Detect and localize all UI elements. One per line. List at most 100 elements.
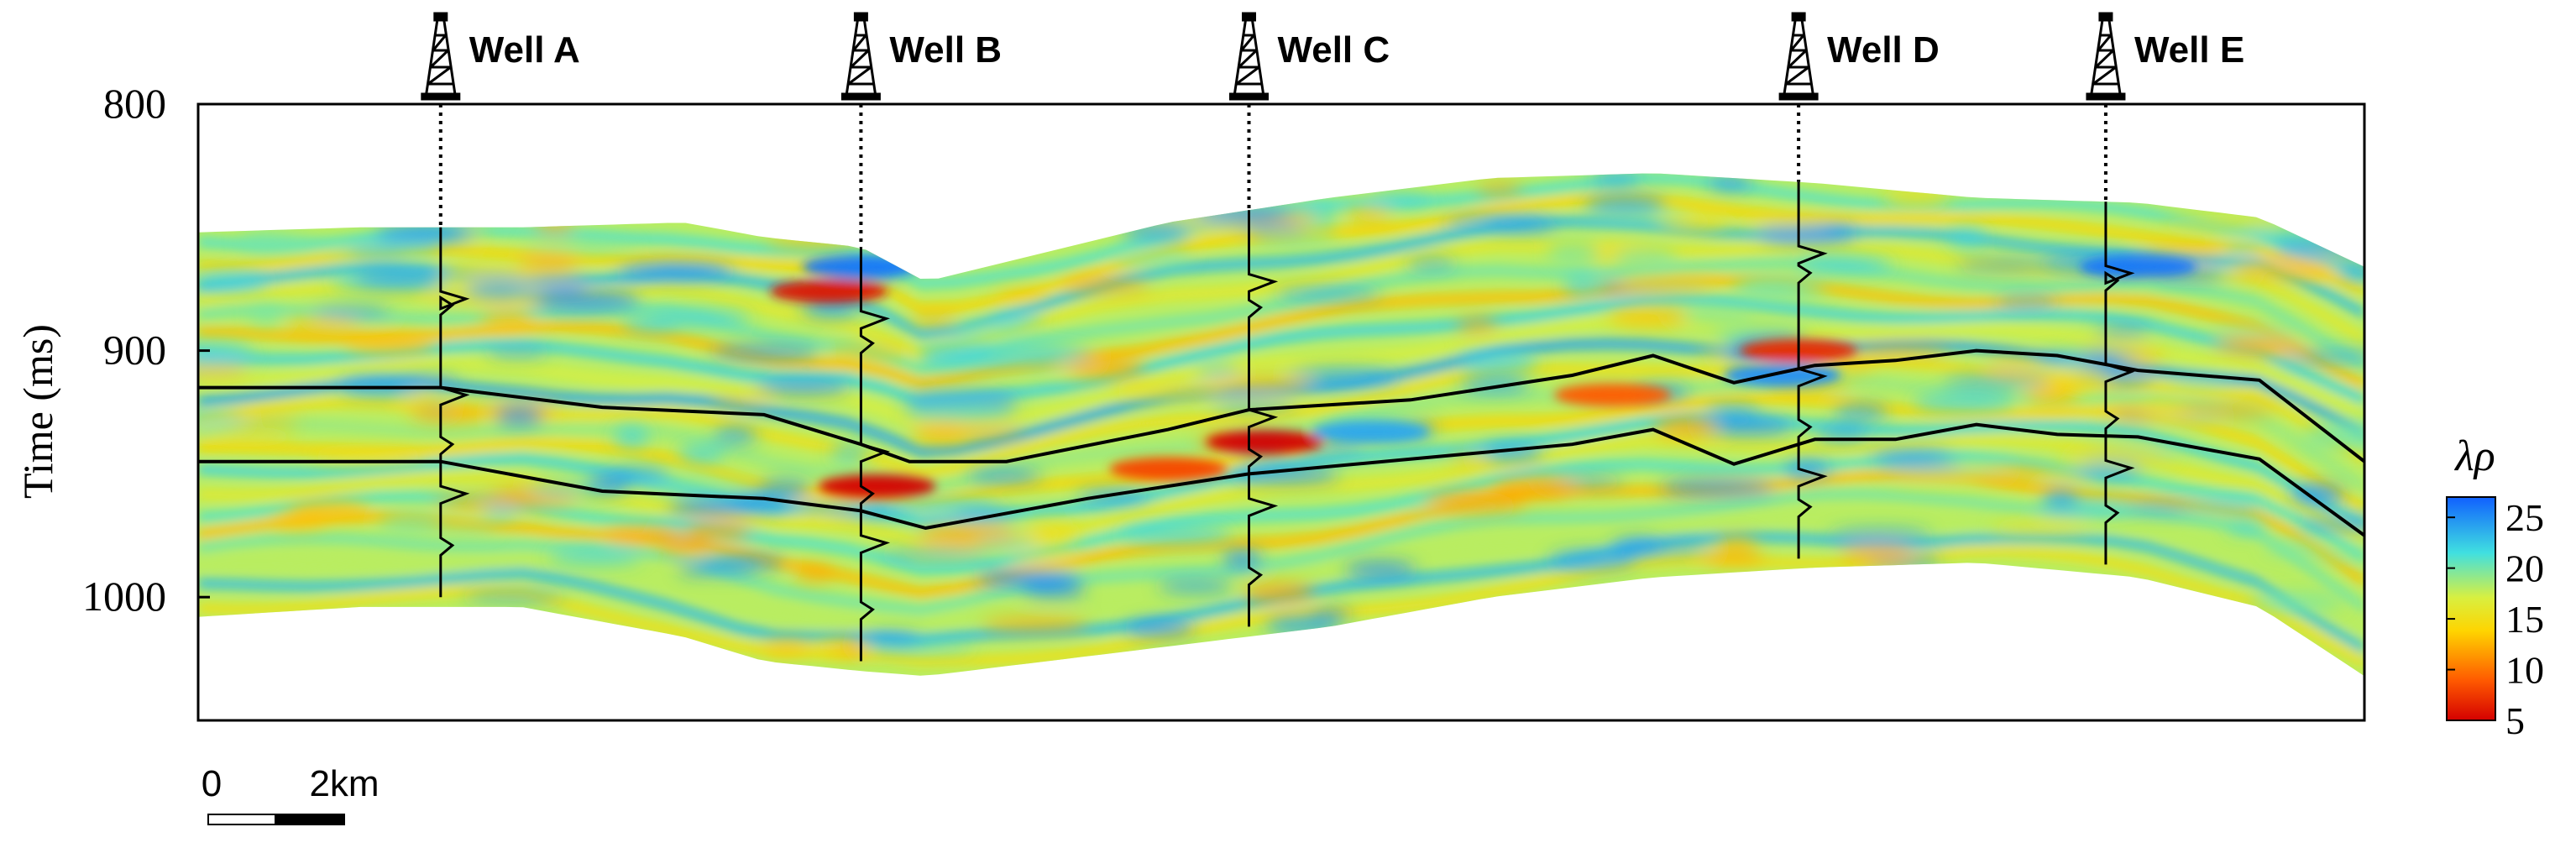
texture-patch [1126,620,1196,637]
derrick-crown [2098,12,2113,22]
texture-patch [1287,368,1397,386]
texture-patch [713,427,757,444]
texture-patch [1547,243,1601,264]
well-log-curve [2104,202,2135,565]
well-label: Well C [1277,29,1390,71]
texture-patch [1477,183,1522,196]
colorbar-gradient [2446,496,2496,721]
texture-patch [494,405,544,427]
texture-patch [1912,393,2014,412]
texture-patch [983,345,1095,367]
texture-patch [1121,222,1191,241]
derrick-braces [1235,34,1262,86]
texture-patch [1617,275,1720,292]
texture-patch [762,639,812,655]
texture-patch [794,566,835,582]
well-log-curve [859,247,891,662]
texture-patch [1243,582,1315,604]
texture-patch [2139,400,2194,417]
texture-patch [1942,375,2051,388]
texture-patch [1608,307,1689,327]
well-log-curve [439,227,470,598]
derrick-braces [847,34,874,86]
texture-patch [1612,248,1677,267]
texture-patch [2228,259,2338,281]
texture-patch [910,316,959,326]
derrick-crown [433,12,448,22]
colorbar-tick-label: 15 [2505,598,2544,641]
texture-patch [1995,296,2058,307]
texture-patch [2165,377,2237,388]
texture-patch [198,271,269,291]
well-log-curve [1797,181,1828,559]
texture-patch [1840,544,1914,563]
texture-patch [2095,326,2149,336]
texture-patch [1703,551,1765,564]
texture-patch [1731,276,1806,298]
texture-patch [1023,584,1086,598]
texture-patch [622,315,682,332]
texture-patch [2298,519,2364,530]
texture-patch [410,405,486,422]
well-a: Well A [421,12,580,598]
derrick-legs [844,18,877,100]
reflector-band [198,489,2364,615]
texture-patch [311,449,425,463]
anomaly [1109,457,1228,481]
texture-patch [952,509,1016,520]
texture-patch [321,244,437,255]
texture-patch [1888,471,1981,482]
scale-bar: 0 2km [202,763,380,825]
texture-patch [2291,484,2345,505]
well-label: Well A [469,29,580,71]
texture-patch [918,342,996,363]
texture-patch [2159,219,2275,231]
texture-patch [2227,521,2268,533]
texture-patch [249,307,284,324]
reflector-band [198,293,2364,408]
texture-patch [1120,526,1233,544]
texture-patch [1868,450,1951,461]
texture-patch [1228,467,1339,484]
derrick-legs [1233,18,1265,100]
texture-patch [678,444,725,463]
well-label: Well B [889,29,1002,71]
colorbar: λρ 25 20 15 10 5 [2446,432,2544,742]
texture-patch [572,240,616,251]
texture-patch [1274,288,1382,300]
texture-patch [486,347,547,358]
texture-patch [344,332,435,354]
texture-patch [534,219,575,234]
texture-patch [801,301,860,319]
texture-patch [1758,223,1857,243]
reflector-band [198,216,2364,339]
y-tick-label: 900 [103,327,166,374]
texture-patch [1493,477,1575,498]
texture-patch [1023,521,1079,543]
texture-patch [441,524,497,533]
anomaly [1206,430,1324,454]
texture-patch [465,279,535,301]
oil-derrick-icon [1228,12,1269,101]
texture-patch [272,514,326,530]
texture-patch [2043,488,2079,510]
texture-patch [2057,448,2169,463]
texture-patch [1191,207,1295,223]
texture-patch [912,422,974,445]
texture-patch [1201,374,1314,393]
y-axis-label: Time (ms) [14,324,61,499]
wells: Well A Well B Well C Well D Well E [421,12,2244,662]
well-c: Well C [1228,12,1390,627]
colorbar-tick-label: 10 [2505,649,2544,692]
well-b: Well B [840,12,1002,662]
texture-patch [2136,248,2228,258]
texture-patch [1715,536,1758,551]
texture-patch [830,444,870,462]
texture-patch [2029,367,2111,389]
texture-patch [1158,578,1233,594]
texture-patch [2291,551,2364,561]
texture-patch [2175,404,2275,417]
texture-patch [379,513,447,533]
texture-patch [1660,479,1777,496]
texture-patch [587,474,631,492]
